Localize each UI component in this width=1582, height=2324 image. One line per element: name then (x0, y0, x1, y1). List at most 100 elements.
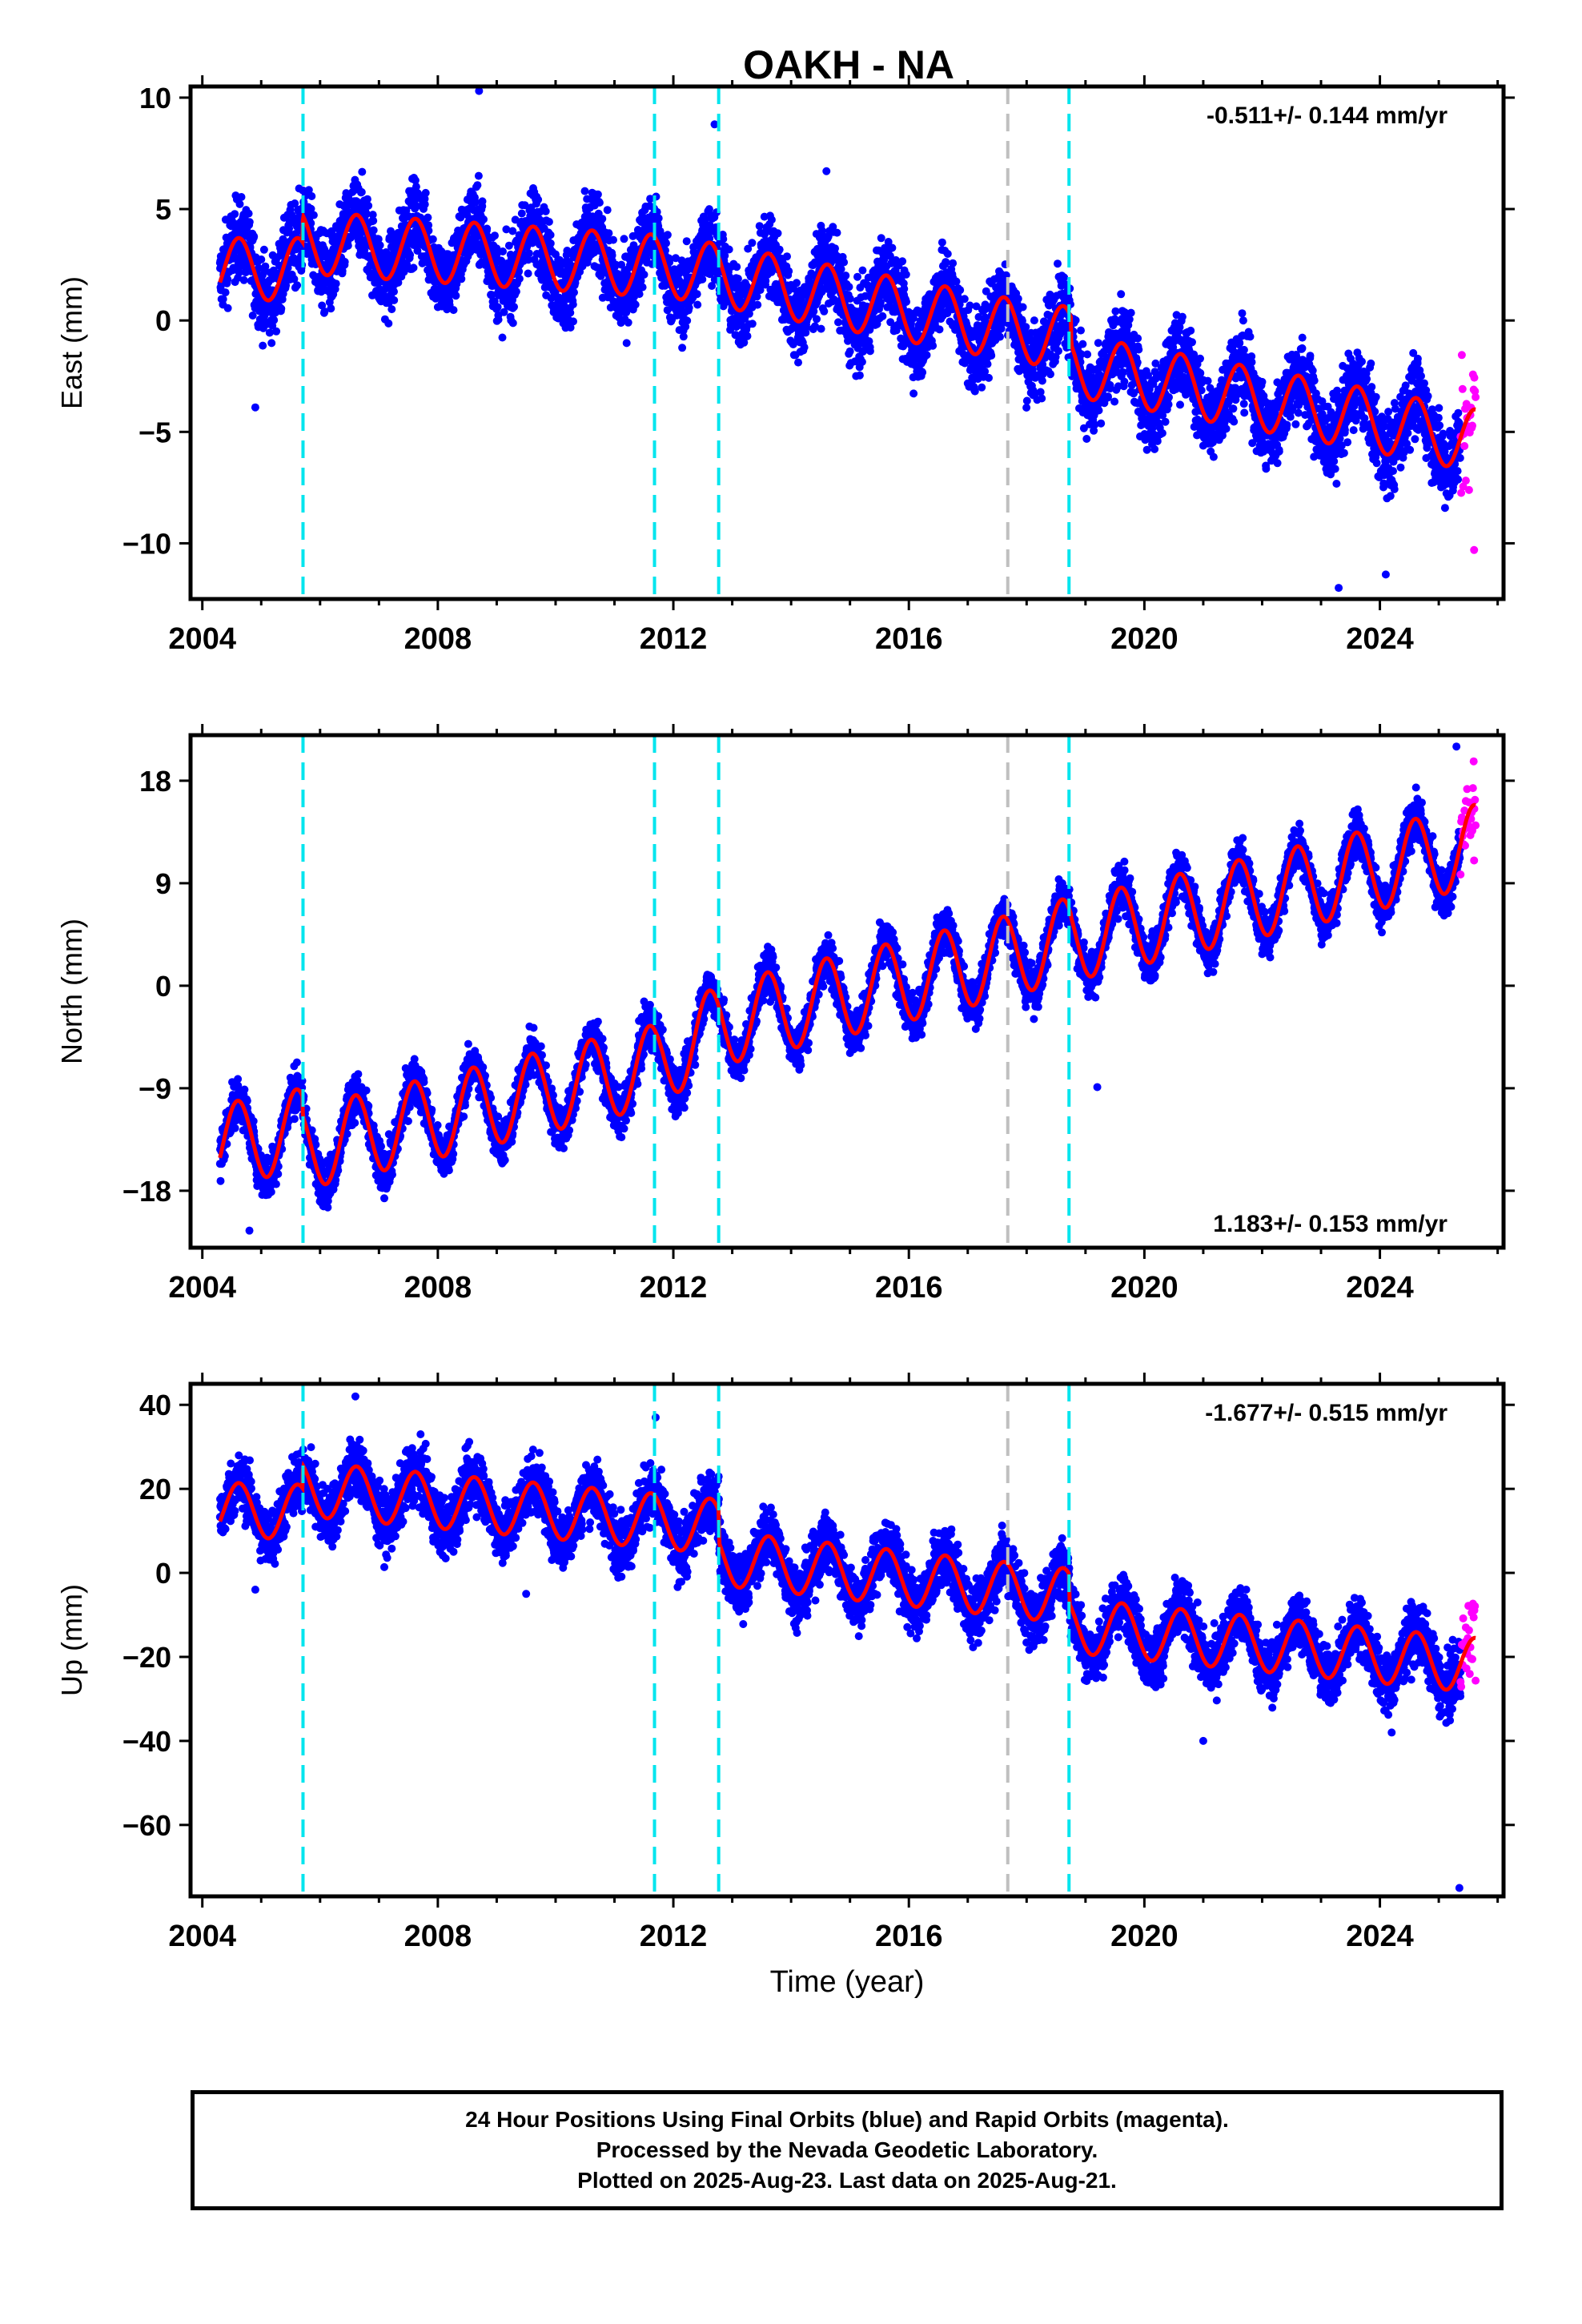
data-point (1134, 345, 1143, 354)
data-point (785, 267, 793, 275)
data-point (662, 239, 670, 247)
data-point (743, 332, 752, 340)
data-point (1117, 290, 1126, 299)
data-point (428, 235, 437, 243)
data-point (331, 279, 340, 288)
data-point (794, 358, 802, 367)
data-point (635, 290, 644, 299)
data-point (250, 232, 259, 241)
data-point (1060, 273, 1069, 282)
data-point (857, 357, 866, 366)
data-point (884, 238, 893, 246)
data-point (1104, 392, 1112, 401)
data-point (725, 245, 733, 254)
data-point (318, 301, 327, 310)
data-point (631, 300, 640, 309)
data-point (888, 243, 897, 252)
data-point (307, 192, 316, 200)
data-point (685, 304, 693, 312)
data-point (409, 263, 418, 272)
data-point (1018, 303, 1027, 312)
data-point (512, 287, 520, 296)
data-point (793, 279, 801, 287)
data-point (705, 221, 714, 230)
data-point (255, 263, 263, 272)
data-point (413, 247, 422, 255)
data-point (693, 300, 702, 309)
data-point (307, 204, 315, 213)
data-point (960, 295, 969, 304)
data-point (656, 227, 665, 235)
data-point (364, 201, 373, 210)
data-point (900, 284, 909, 293)
data-point (679, 332, 688, 341)
data-point (327, 304, 335, 313)
data-point (421, 188, 430, 197)
data-point (363, 195, 371, 203)
data-point (1022, 396, 1031, 405)
data-point (493, 303, 502, 312)
data-point (374, 235, 383, 243)
data-point (257, 255, 266, 263)
data-point (375, 241, 384, 250)
data-point (970, 387, 979, 396)
data-point (845, 295, 854, 303)
data-point (942, 258, 950, 267)
data-point (235, 199, 244, 208)
data-point (693, 290, 701, 299)
data-point (368, 211, 377, 219)
data-point (508, 319, 517, 328)
data-point (282, 281, 291, 290)
data-point (406, 251, 415, 259)
data-point (935, 325, 944, 334)
data-point (517, 209, 526, 218)
data-point (708, 282, 717, 290)
data-point (424, 213, 432, 222)
data-point (387, 305, 396, 314)
data-point (949, 259, 958, 267)
data-point (902, 297, 910, 306)
data-point (855, 371, 864, 380)
data-point (956, 286, 965, 295)
data-point (733, 275, 742, 283)
data-point (272, 327, 281, 336)
data-point (500, 308, 508, 316)
data-point (598, 215, 607, 223)
data-point (929, 341, 938, 350)
data-point (996, 332, 1004, 341)
data-point (820, 307, 829, 316)
data-point (340, 258, 349, 266)
data-point (593, 190, 602, 199)
data-point (1178, 312, 1186, 321)
data-point (1094, 339, 1102, 348)
data-point (1134, 334, 1142, 343)
data-point (1158, 428, 1166, 437)
data-point (231, 210, 239, 219)
data-point (566, 308, 575, 317)
data-point (1120, 377, 1129, 386)
data-point (237, 193, 246, 201)
data-point (1054, 347, 1062, 356)
data-point (411, 176, 420, 185)
data-point (267, 339, 276, 348)
data-point (853, 272, 861, 281)
data-point (1082, 435, 1091, 443)
data-point (841, 271, 850, 280)
data-point (1054, 259, 1062, 268)
data-point (566, 324, 575, 332)
data-point (502, 225, 511, 234)
data-point (488, 291, 496, 300)
data-point (617, 260, 626, 269)
data-point (834, 318, 842, 327)
data-point (1161, 417, 1170, 426)
data-point (620, 235, 628, 243)
data-point (515, 267, 524, 275)
data-point (672, 254, 680, 263)
data-point (698, 275, 707, 283)
data-point (412, 183, 420, 191)
data-point (800, 343, 809, 352)
data-point (478, 197, 487, 206)
data-point (1014, 295, 1022, 303)
data-point (265, 328, 274, 337)
